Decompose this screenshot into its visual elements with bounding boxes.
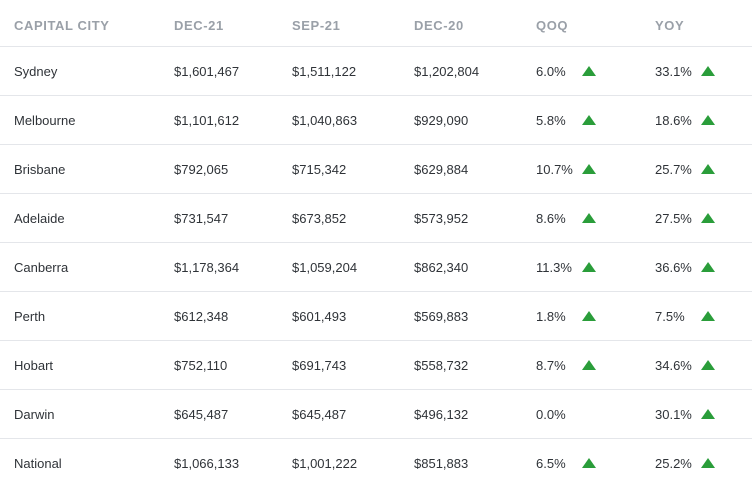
sep-21-cell: $1,059,204 bbox=[292, 260, 358, 275]
table-header: CAPITAL CITY DEC-21 SEP-21 DEC-20 QOQ YO… bbox=[0, 0, 752, 47]
header-dec-21: DEC-21 bbox=[174, 18, 224, 33]
table-row: Hobart $752,110 $691,743 $558,732 8.7% 34.6% bbox=[0, 341, 752, 390]
table-row: Canberra $1,178,364 $1,059,204 $862,340 11.3… bbox=[0, 243, 752, 292]
table-row: Adelaide $731,547 $673,852 $573,952 8.6% 27.5… bbox=[0, 194, 752, 243]
city-cell: Sydney bbox=[14, 64, 58, 79]
up-arrow-icon bbox=[582, 311, 596, 321]
table-body: Sydney $1,601,467 $1,511,122 $1,202,804 6.0%… bbox=[0, 47, 752, 487]
dec-20-cell: $558,732 bbox=[414, 358, 469, 373]
sep-21-cell: $1,511,122 bbox=[292, 64, 357, 79]
dec-21-cell: $1,601,467 bbox=[174, 64, 240, 79]
qoq-cell: 8.6% bbox=[536, 211, 566, 226]
yoy-cell: 18.6% bbox=[655, 113, 692, 128]
yoy-cell: 25.7% bbox=[655, 162, 692, 177]
dec-20-cell: $629,884 bbox=[414, 162, 469, 177]
table-row: Darwin $645,487 $645,487 $496,132 0.0% 30.1% bbox=[0, 390, 752, 439]
dec-20-cell: $851,883 bbox=[414, 456, 469, 471]
qoq-cell: 6.5% bbox=[536, 456, 566, 471]
header-sep-21: SEP-21 bbox=[292, 18, 341, 33]
qoq-cell: 6.0% bbox=[536, 64, 566, 79]
sep-21-cell: $601,493 bbox=[292, 309, 347, 324]
up-arrow-icon bbox=[701, 213, 715, 223]
city-cell: Melbourne bbox=[14, 113, 76, 128]
city-cell: Canberra bbox=[14, 260, 69, 275]
up-arrow-icon bbox=[701, 115, 715, 125]
up-arrow-icon bbox=[582, 66, 596, 76]
sep-21-cell: $715,342 bbox=[292, 162, 347, 177]
up-arrow-icon bbox=[701, 66, 715, 76]
yoy-cell: 33.1% bbox=[655, 64, 692, 79]
city-cell: Adelaide bbox=[14, 211, 65, 226]
yoy-cell: 30.1% bbox=[655, 407, 692, 422]
yoy-cell: 25.2% bbox=[655, 456, 692, 471]
dec-20-cell: $862,340 bbox=[414, 260, 469, 275]
city-cell: Darwin bbox=[14, 407, 55, 422]
sep-21-cell: $1,040,863 bbox=[292, 113, 358, 128]
header-dec-20: DEC-20 bbox=[414, 18, 464, 33]
up-arrow-icon bbox=[701, 311, 715, 321]
dec-21-cell: $1,101,612 bbox=[174, 113, 240, 128]
dec-21-cell: $1,066,133 bbox=[174, 456, 240, 471]
up-arrow-icon bbox=[582, 213, 596, 223]
sep-21-cell: $673,852 bbox=[292, 211, 347, 226]
table-row: Melbourne $1,101,612 $1,040,863 $929,090 5.8… bbox=[0, 96, 752, 145]
dec-21-cell: $1,178,364 bbox=[174, 260, 240, 275]
table-row: National $1,066,133 $1,001,222 $851,883 6.5%… bbox=[0, 439, 752, 487]
header-qoq: QOQ bbox=[536, 18, 569, 33]
up-arrow-icon bbox=[582, 115, 596, 125]
yoy-cell: 34.6% bbox=[655, 358, 692, 373]
sep-21-cell: $691,743 bbox=[292, 358, 347, 373]
dec-21-cell: $612,348 bbox=[174, 309, 229, 324]
up-arrow-icon bbox=[701, 262, 715, 272]
dec-21-cell: $792,065 bbox=[174, 162, 229, 177]
header-yoy: YOY bbox=[655, 18, 685, 33]
yoy-cell: 27.5% bbox=[655, 211, 692, 226]
sep-21-cell: $645,487 bbox=[292, 407, 347, 422]
up-arrow-icon bbox=[582, 458, 596, 468]
dec-21-cell: $645,487 bbox=[174, 407, 229, 422]
qoq-cell: 10.7% bbox=[536, 162, 573, 177]
header-capital-city: CAPITAL CITY bbox=[14, 18, 110, 33]
table-row: Sydney $1,601,467 $1,511,122 $1,202,804 6.0%… bbox=[0, 47, 752, 96]
dec-20-cell: $1,202,804 bbox=[414, 64, 480, 79]
up-arrow-icon bbox=[582, 262, 596, 272]
up-arrow-icon bbox=[701, 458, 715, 468]
dec-21-cell: $731,547 bbox=[174, 211, 229, 226]
qoq-cell: 1.8% bbox=[536, 309, 566, 324]
qoq-cell: 11.3% bbox=[536, 260, 572, 275]
table-row: Brisbane $792,065 $715,342 $629,884 10.7% 25.… bbox=[0, 145, 752, 194]
sep-21-cell: $1,001,222 bbox=[292, 456, 358, 471]
city-cell: Hobart bbox=[14, 358, 54, 373]
city-cell: Perth bbox=[14, 309, 46, 324]
dec-20-cell: $569,883 bbox=[414, 309, 469, 324]
up-arrow-icon bbox=[701, 164, 715, 174]
qoq-cell: 8.7% bbox=[536, 358, 566, 373]
city-cell: Brisbane bbox=[14, 162, 66, 177]
dec-20-cell: $929,090 bbox=[414, 113, 469, 128]
dec-20-cell: $573,952 bbox=[414, 211, 469, 226]
table-row: Perth $612,348 $601,493 $569,883 1.8% 7.5% bbox=[0, 292, 752, 341]
up-arrow-icon bbox=[582, 164, 596, 174]
up-arrow-icon bbox=[701, 360, 715, 370]
yoy-cell: 36.6% bbox=[655, 260, 692, 275]
dec-20-cell: $496,132 bbox=[414, 407, 469, 422]
up-arrow-icon bbox=[701, 409, 715, 419]
yoy-cell: 7.5% bbox=[655, 309, 685, 324]
qoq-cell: 5.8% bbox=[536, 113, 566, 128]
up-arrow-icon bbox=[582, 360, 596, 370]
qoq-cell: 0.0% bbox=[536, 407, 566, 422]
city-cell: National bbox=[14, 456, 62, 471]
dec-21-cell: $752,110 bbox=[174, 358, 228, 373]
